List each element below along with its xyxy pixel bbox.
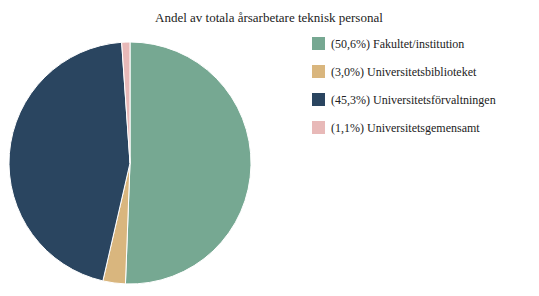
svg-text:(3,0%) Universitetsbiblioteket: (3,0%) Universitetsbiblioteket [331, 65, 477, 79]
svg-text:Andel av totala årsarbetare te: Andel av totala årsarbetare teknisk pers… [155, 10, 383, 25]
svg-text:(1,1%) Universitetsgemensamt: (1,1%) Universitetsgemensamt [331, 121, 480, 135]
svg-text:(45,3%) Universitetsförvaltnin: (45,3%) Universitetsförvaltningen [331, 93, 496, 107]
svg-text:(50,6%) Fakultet/institution: (50,6%) Fakultet/institution [331, 37, 464, 51]
